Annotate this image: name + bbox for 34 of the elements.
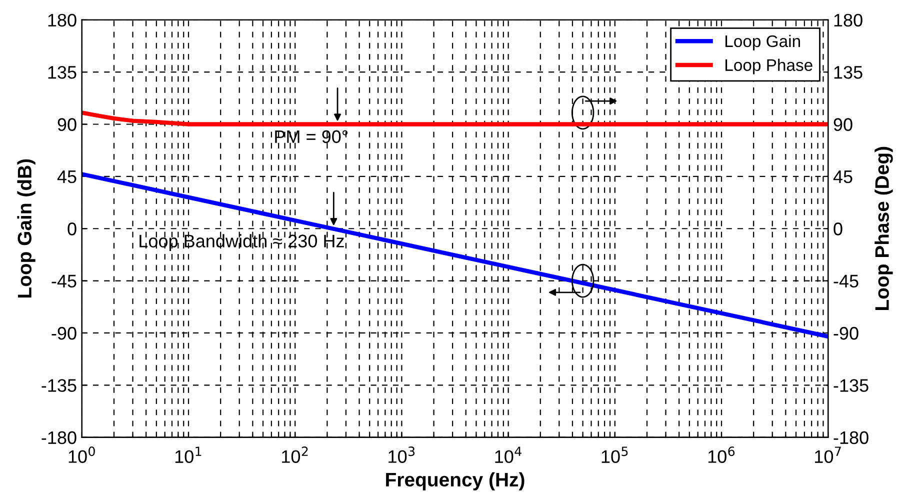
y-tick-label: 180 xyxy=(48,14,76,27)
y2-axis-title: Loop Phase (Deg) xyxy=(874,146,893,310)
x-tick-label: 10$^{7}$ xyxy=(815,446,841,463)
y2-tick-label: 90 xyxy=(834,118,852,131)
legend-label: Loop Phase xyxy=(726,58,812,74)
y-tick-label: -90 xyxy=(52,326,76,340)
line-series xyxy=(82,172,828,339)
x-tick-label: 10$^{6}$ xyxy=(708,446,735,463)
x-tick-label: 10$^{4}$ xyxy=(495,446,522,463)
y2-tick-label: -45 xyxy=(834,274,858,288)
y2-tick-label: 0 xyxy=(834,222,842,236)
x-tick-label: 10$^{5}$ xyxy=(602,446,628,463)
y2-tick-label: 180 xyxy=(834,14,862,27)
x-tick-label: 10$^{0}$ xyxy=(68,446,95,463)
y2-tick-label: 135 xyxy=(834,66,862,79)
y2-tick-label: 45 xyxy=(833,170,852,184)
y-tick-label: -45 xyxy=(52,274,76,288)
x-tick-label: 10$^{1}$ xyxy=(175,446,202,463)
y2-tick-label: -135 xyxy=(834,379,868,392)
annotation: PM = 90° xyxy=(275,130,348,144)
y-tick-label: 135 xyxy=(48,66,76,79)
y-tick-label: -180 xyxy=(42,431,76,444)
y2-tick-label: -180 xyxy=(834,431,868,444)
y-tick-label: 45 xyxy=(57,170,76,184)
x-axis-title: Frequency (Hz) xyxy=(386,472,524,490)
y-tick-label: 0 xyxy=(68,222,76,236)
x-tick-label: 10$^{2}$ xyxy=(282,446,308,463)
y-tick-label: 90 xyxy=(58,118,76,131)
y2-tick-label: -90 xyxy=(834,326,858,340)
x-tick-label: 10$^{3}$ xyxy=(388,446,415,463)
y-axis-title: Loop Gain (dB) xyxy=(17,159,36,298)
legend-label: Loop Gain xyxy=(726,34,800,50)
annotation: Loop Bandwidth ≈ 230 Hz xyxy=(140,234,344,252)
y-tick-label: -135 xyxy=(42,379,76,392)
